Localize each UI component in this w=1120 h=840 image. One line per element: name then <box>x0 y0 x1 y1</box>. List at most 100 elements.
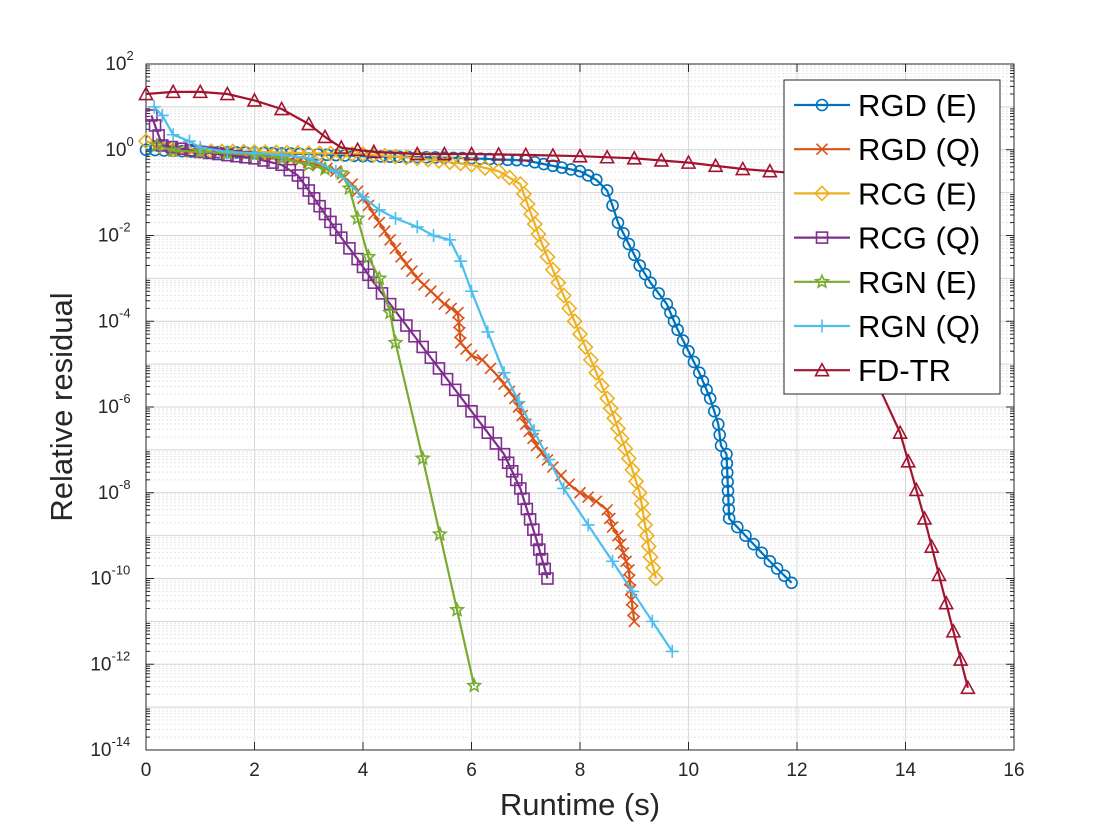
series-marker <box>582 490 595 504</box>
series-marker <box>497 447 511 461</box>
series-marker <box>707 157 724 173</box>
series-marker <box>373 216 386 229</box>
series-marker <box>451 306 465 319</box>
series-marker <box>535 446 549 459</box>
y-tick-exponent: -10 <box>112 563 131 578</box>
series-marker <box>720 457 734 470</box>
series-marker <box>192 143 209 159</box>
legend-label: RGN (E) <box>858 265 977 300</box>
series-marker <box>138 85 154 101</box>
y-tick-exponent: -14 <box>112 734 131 749</box>
series-marker <box>720 447 733 461</box>
series-marker <box>625 584 639 598</box>
series-marker <box>152 129 165 142</box>
series-marker <box>300 156 317 172</box>
series-marker <box>452 155 469 172</box>
series-marker <box>731 520 744 534</box>
series-marker <box>414 449 431 466</box>
series-marker <box>466 677 483 693</box>
series-marker <box>527 424 541 438</box>
series-marker <box>481 426 495 440</box>
series-marker <box>497 366 511 380</box>
series-marker <box>501 169 518 186</box>
legend-label: RGD (Q) <box>858 132 980 167</box>
series-marker <box>334 231 348 244</box>
series-marker <box>539 248 556 266</box>
series-marker <box>815 98 829 112</box>
y-tick-label: 10 <box>90 654 111 675</box>
series-marker <box>400 319 413 332</box>
series-marker <box>626 604 639 617</box>
series-marker <box>235 143 252 160</box>
series-marker <box>273 100 290 116</box>
series-marker <box>533 235 551 253</box>
series-marker <box>389 242 402 255</box>
series-marker <box>593 377 610 394</box>
series-marker <box>600 184 614 197</box>
series-marker <box>394 250 408 264</box>
series-marker <box>438 298 451 311</box>
series-marker <box>430 152 448 170</box>
series-marker <box>599 149 615 164</box>
series-marker <box>429 151 442 164</box>
series-marker <box>722 512 736 525</box>
series-marker <box>400 258 413 271</box>
series-marker <box>528 155 542 169</box>
series-marker <box>490 146 507 161</box>
series-marker <box>398 149 415 166</box>
series-marker <box>588 364 605 381</box>
series-marker <box>147 100 161 114</box>
series-marker <box>409 145 426 161</box>
x-tick-label: 6 <box>466 760 477 781</box>
series-marker <box>617 546 630 559</box>
series-marker <box>356 190 370 204</box>
series-marker <box>815 319 829 333</box>
series-marker <box>381 304 399 320</box>
series-marker <box>626 150 643 165</box>
series-marker <box>452 316 465 329</box>
series-marker <box>813 185 831 202</box>
series-marker <box>652 287 665 300</box>
series-marker <box>311 145 328 162</box>
legend-label: RGD (E) <box>858 88 977 123</box>
series-marker <box>571 325 589 343</box>
series-marker <box>687 355 701 369</box>
series-marker <box>387 148 404 165</box>
series-marker <box>432 362 446 375</box>
series-marker <box>182 134 196 148</box>
series-marker <box>193 141 207 155</box>
y-tick-label: 10 <box>90 569 111 590</box>
series-marker <box>682 344 695 358</box>
y-tick-exponent: 0 <box>127 134 134 149</box>
x-tick-label: 0 <box>141 760 152 781</box>
series-marker <box>538 562 552 576</box>
series-marker <box>530 533 543 547</box>
series-marker <box>316 160 334 176</box>
series-marker <box>501 456 515 470</box>
series-marker <box>405 265 418 278</box>
series-marker <box>938 594 955 610</box>
y-tick-label: 10 <box>90 740 111 761</box>
legend-label: RCG (Q) <box>858 221 980 256</box>
series-marker <box>509 473 523 487</box>
series-layer <box>137 83 976 695</box>
series-marker <box>590 495 603 508</box>
series-marker <box>416 340 429 354</box>
series-marker <box>155 139 169 152</box>
series-marker <box>535 552 549 566</box>
legend-item: RGN (E) <box>794 265 977 300</box>
series-marker <box>931 566 947 582</box>
series-marker <box>362 199 375 212</box>
series-marker <box>440 372 454 386</box>
series-marker <box>908 481 925 497</box>
x-tick-label: 2 <box>249 760 260 781</box>
grid <box>146 64 1014 750</box>
series-marker <box>603 512 616 525</box>
series-marker <box>707 404 721 418</box>
series-marker <box>555 287 572 304</box>
series-marker <box>148 136 165 153</box>
series-marker <box>300 115 317 131</box>
series-line <box>150 115 549 579</box>
series-marker <box>814 362 830 377</box>
